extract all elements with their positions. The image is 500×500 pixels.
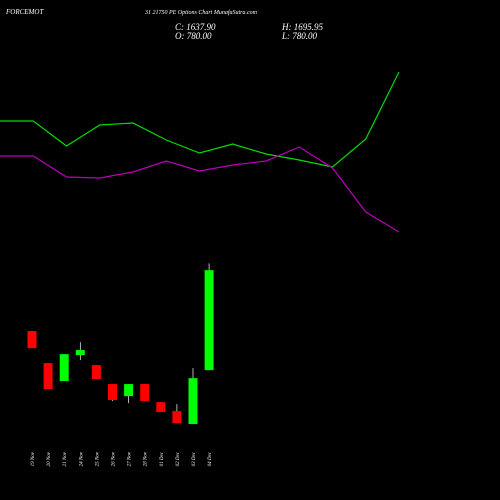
x-tick-label: 27 Nov: [128, 451, 133, 466]
x-tick-label: 04 Dec: [208, 451, 213, 466]
candle-body: [204, 270, 214, 371]
candle-body: [124, 384, 134, 397]
candle-body: [188, 378, 198, 425]
candle-body: [108, 384, 117, 401]
x-tick-label: 21 Nov: [63, 451, 68, 466]
chart-title: FORCEMOT: [5, 8, 44, 16]
candle-body: [91, 365, 101, 380]
info-close: C: 1637.90: [175, 22, 216, 32]
x-tick-label: 28 Nov: [144, 451, 149, 466]
candle-body: [172, 411, 182, 424]
line: [0, 71, 400, 168]
candle-body: [27, 331, 37, 349]
candle-body: [43, 363, 53, 390]
candle-body: [156, 402, 166, 413]
x-tick-label: 25 Nov: [95, 451, 100, 466]
info-open: O: 780.00: [175, 31, 212, 41]
x-tick-label: 02 Dec: [176, 451, 181, 466]
x-tick-label: 20 Nov: [47, 451, 52, 466]
x-tick-label: 19 Nov: [31, 451, 36, 466]
candle-body: [75, 350, 85, 356]
x-tick-label: 01 Dec: [160, 451, 165, 466]
candle-body: [59, 354, 69, 382]
chart-subtitle: 31 21750 PE Options Chart MunafaSutra.co…: [144, 9, 258, 16]
x-tick-label: 03 Dec: [192, 451, 197, 466]
info-high: H: 1695.95: [281, 22, 323, 32]
line: [0, 146, 400, 233]
x-tick-label: 26 Nov: [112, 451, 117, 466]
info-low: L: 780.00: [281, 31, 318, 41]
x-tick-label: 24 Nov: [79, 451, 84, 466]
candle-body: [140, 384, 150, 402]
